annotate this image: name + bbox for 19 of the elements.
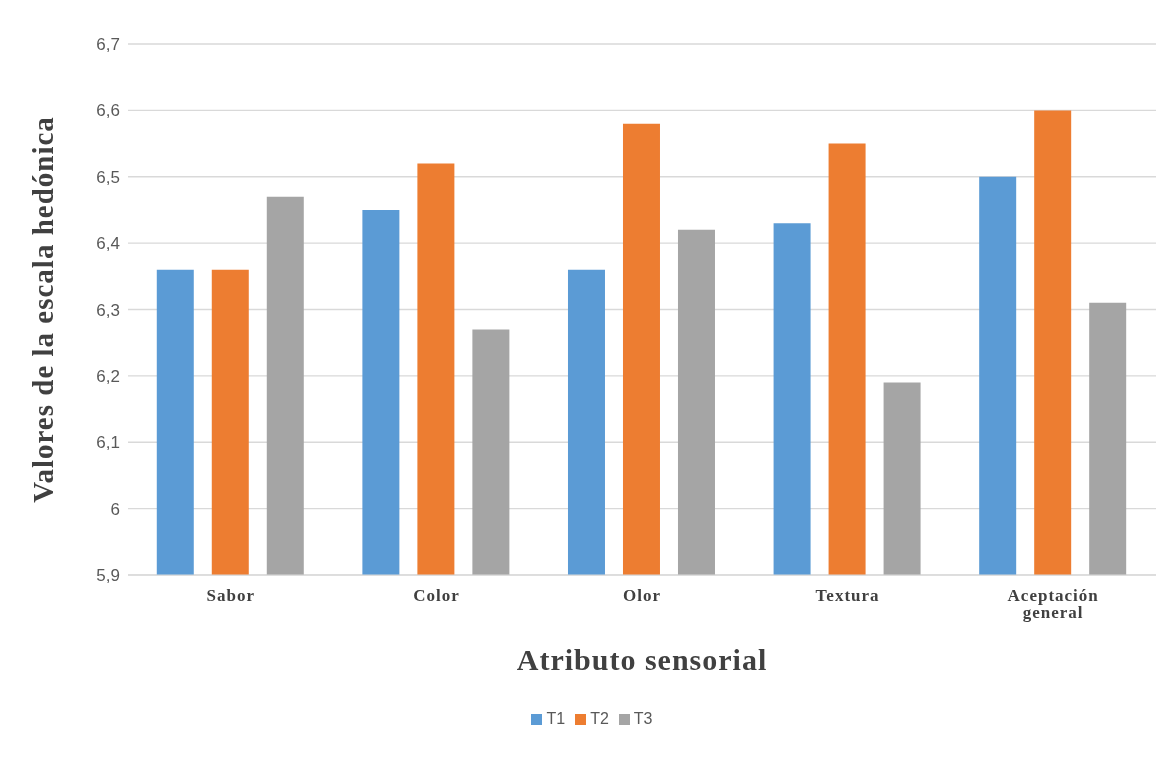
y-tick-label: 6,6: [96, 101, 120, 121]
x-tick-label: Aceptación general: [1007, 586, 1099, 623]
y-tick-label: 6,5: [96, 167, 120, 187]
y-tick-label: 6,7: [96, 35, 120, 55]
legend-label: T3: [633, 710, 653, 727]
x-tick-label: Olor: [623, 586, 661, 606]
y-tick-label: 6,1: [96, 433, 120, 453]
x-tick-label: Color: [413, 586, 460, 606]
legend-label: T2: [590, 710, 609, 727]
legend-label: T1: [546, 710, 566, 727]
y-tick-label: 6,4: [96, 234, 120, 254]
x-tick-label: Textura: [815, 586, 880, 606]
x-axis-title: Atributo sensorial: [516, 643, 768, 676]
y-tick-label: 6,3: [96, 300, 120, 320]
y-axis-title: Valores de la escala hedónica: [27, 116, 60, 503]
y-tick-label: 6: [110, 499, 120, 519]
x-tick-label: Sabor: [206, 586, 256, 606]
y-tick-label: 5,9: [96, 566, 120, 586]
y-tick-label: 6,2: [96, 366, 120, 386]
